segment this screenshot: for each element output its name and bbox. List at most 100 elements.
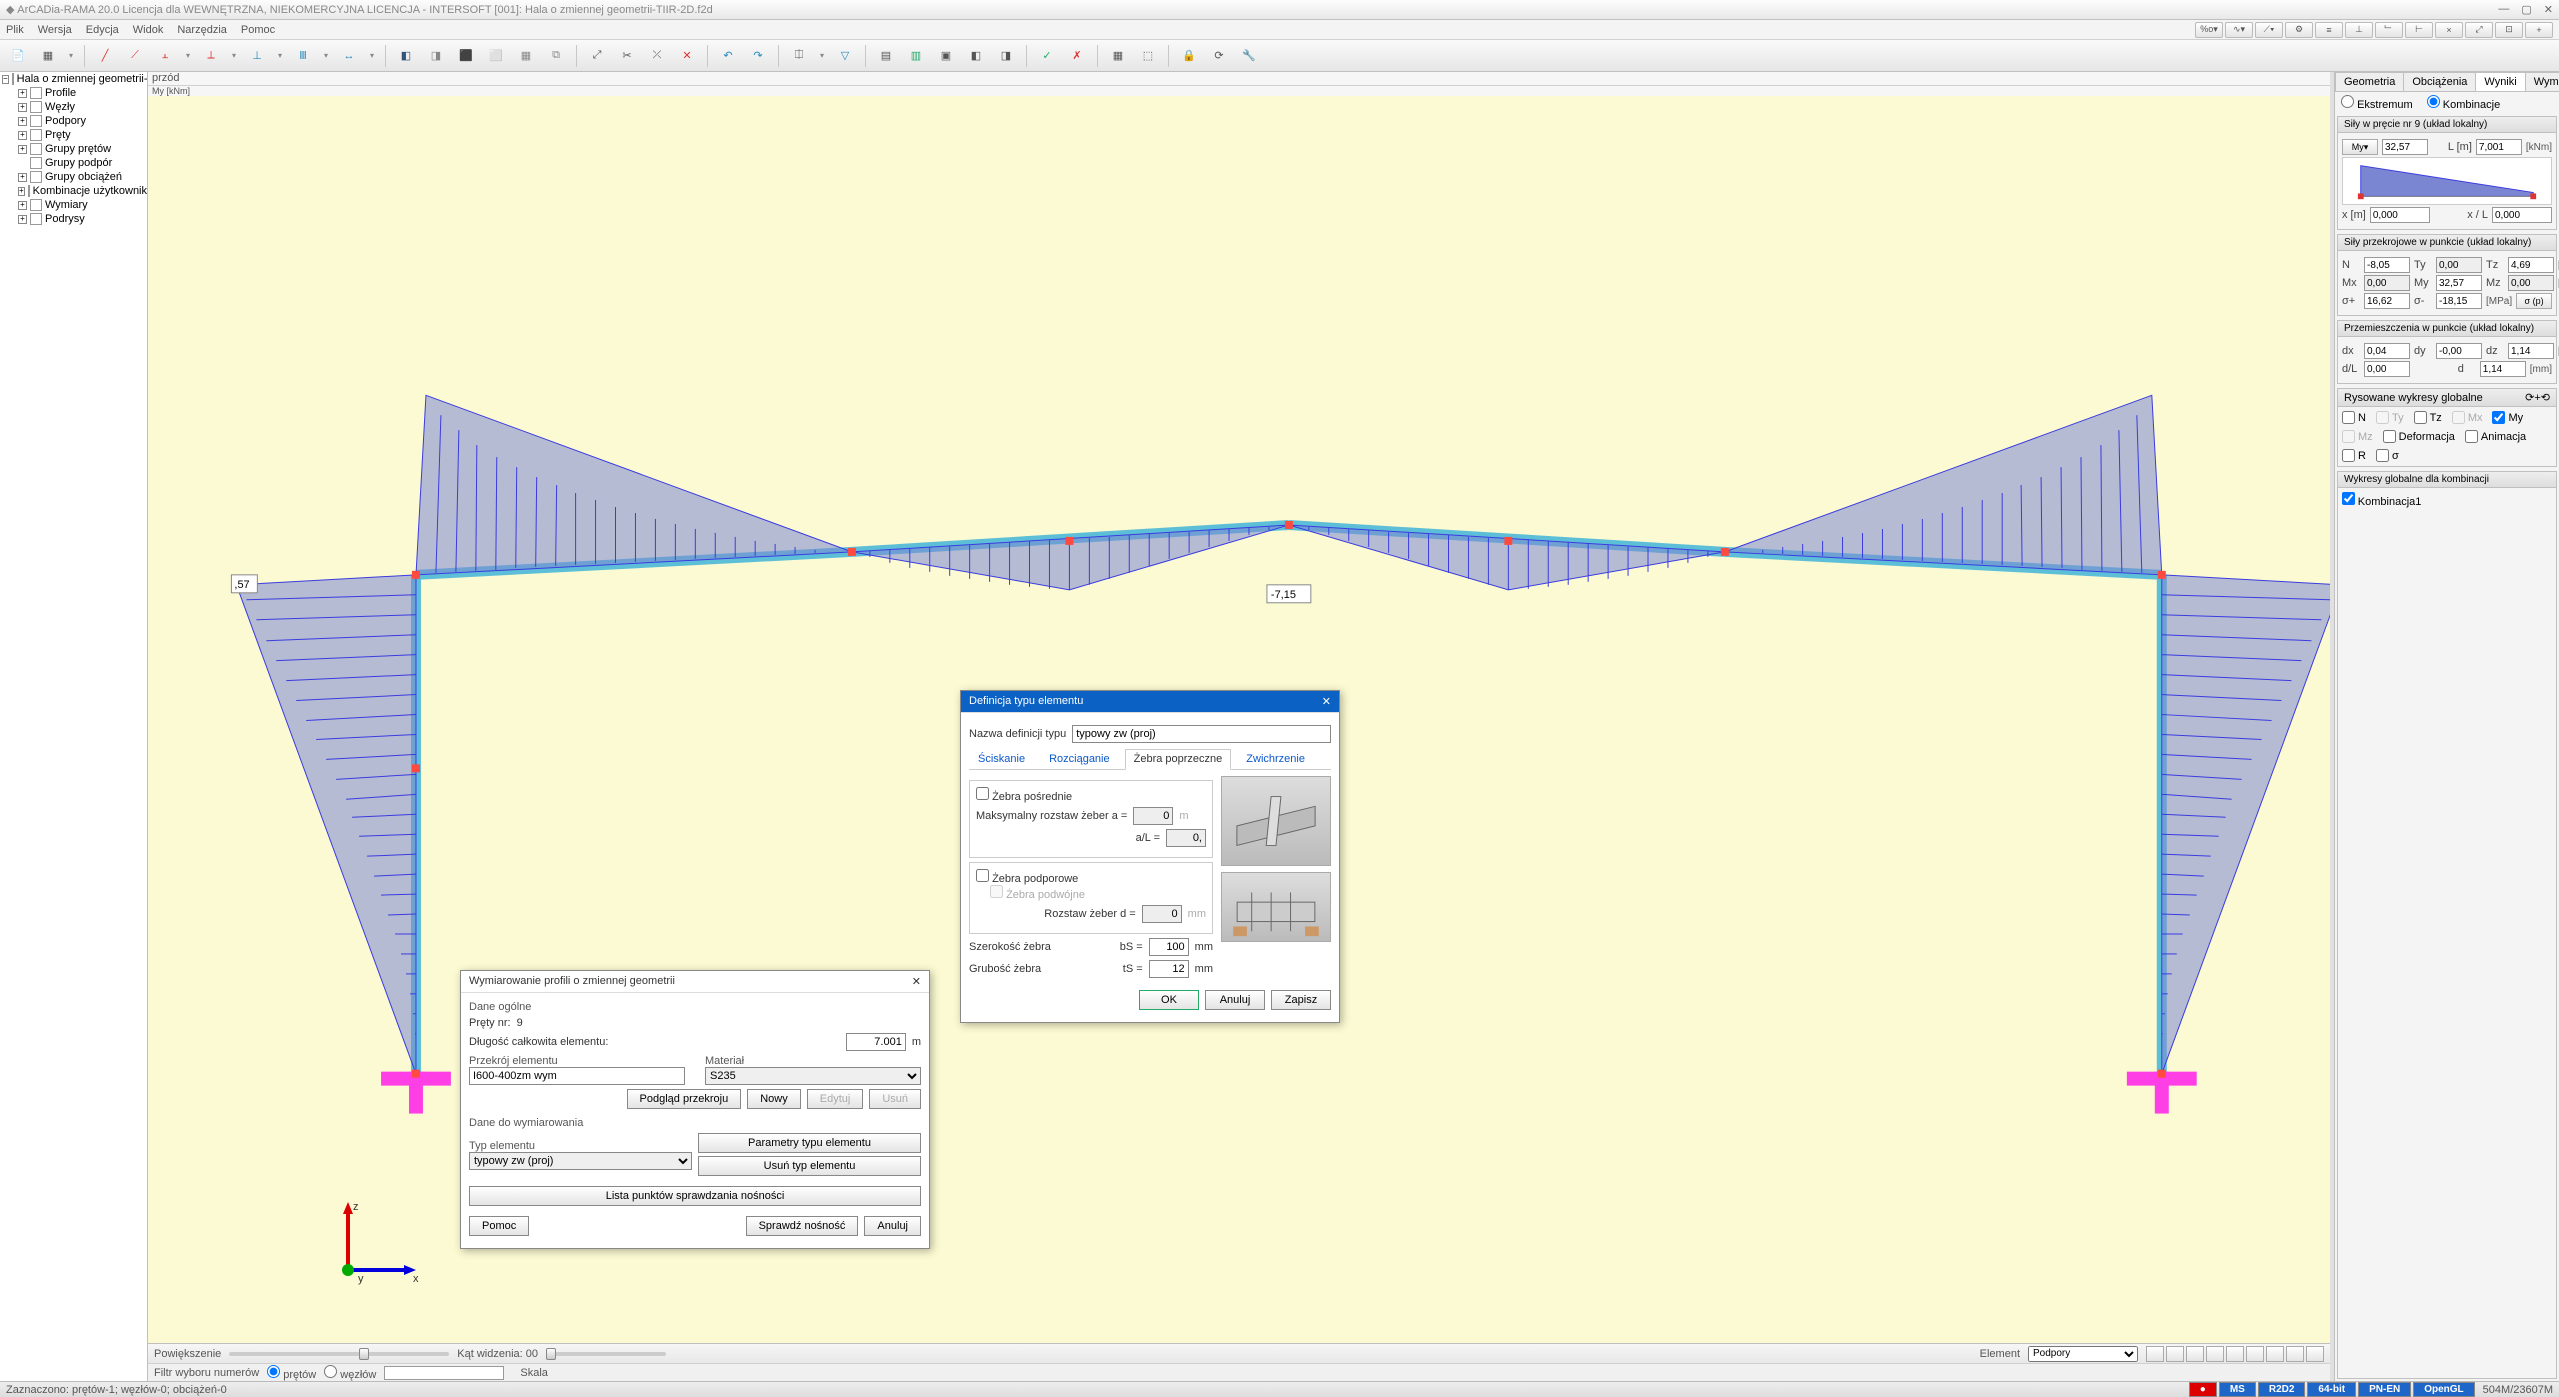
tbtn-delete[interactable]: ✕ [675,44,699,68]
tbtn-line3[interactable]: ⫠ [153,44,177,68]
tbtn-table4[interactable]: ◧ [964,44,988,68]
przekroj-input[interactable] [469,1067,685,1085]
tbtn-settings[interactable]: 🔧 [1237,44,1261,68]
rbtn-7[interactable]: ⊢ [2405,22,2433,38]
filter-input[interactable] [384,1366,504,1380]
sec4-btn1[interactable]: ⟳ [2525,391,2534,404]
tree-wymiary[interactable]: +Wymiary [0,198,147,212]
tbtn-filter[interactable]: ▽ [833,44,857,68]
tbtn-line1[interactable]: ╱ [93,44,117,68]
tbtn-3d1[interactable]: ◧ [394,44,418,68]
menu-wersja[interactable]: Wersja [38,24,72,36]
tbtn-3d5[interactable]: ▦ [514,44,538,68]
filter-opt-wezlow[interactable]: węzłów [324,1365,376,1381]
tree-profile[interactable]: +Profile [0,86,147,100]
ck-Mz[interactable]: Mz [2342,430,2373,443]
menu-widok[interactable]: Widok [133,24,164,36]
tbtn-table1[interactable]: ▤ [874,44,898,68]
ts-input[interactable] [1149,960,1189,978]
rbtn-9[interactable]: ⤢ [2465,22,2493,38]
tree-podrysy[interactable]: +Podrysy [0,212,147,226]
btn-anuluj2[interactable]: Anuluj [1205,990,1265,1010]
menu-plik[interactable]: Plik [6,24,24,36]
btn-param-typ[interactable]: Parametry typu elementu [698,1133,921,1153]
dialog-definicja-typu[interactable]: Definicja typu elementu ✕ Nazwa definicj… [960,690,1340,1023]
btn-usun[interactable]: Usuń [869,1089,921,1109]
ck-def[interactable]: Deformacja [2383,430,2455,443]
typ-select[interactable]: typowy zw (proj) [469,1152,692,1170]
dlg2-close[interactable]: ✕ [1322,695,1331,708]
btn-edytuj[interactable]: Edytuj [807,1089,864,1109]
rbtn-5[interactable]: ⊥ [2345,22,2373,38]
angle-slider[interactable] [546,1352,666,1356]
element-select[interactable]: Podpory [2028,1346,2138,1362]
rbtn-11[interactable]: + [2525,22,2553,38]
mbtn-9[interactable] [2306,1346,2324,1362]
xL-value[interactable] [2492,207,2552,223]
dlg2-title[interactable]: Definicja typu elementu ✕ [961,691,1339,713]
tab-wyniki[interactable]: Wyniki [2475,72,2525,91]
tbtn-redo[interactable]: ↷ [746,44,770,68]
my-dropdown[interactable]: My▾ [2342,139,2378,155]
rbtn-0[interactable]: %o▾ [2195,22,2223,38]
zoom-slider[interactable] [229,1352,449,1356]
dlg2-tab-sciskanie[interactable]: Ściskanie [969,749,1034,769]
rbtn-8[interactable]: × [2435,22,2463,38]
tbtn-line2[interactable]: ⟋ [123,44,147,68]
tbtn-intersect[interactable]: ⤫ [645,44,669,68]
ck-Ty[interactable]: Ty [2376,411,2404,424]
tbtn-check[interactable]: ✓ [1035,44,1059,68]
tbtn-3d6[interactable]: ⧉ [544,44,568,68]
chk-kombinacje[interactable]: Kombinacje [2427,95,2501,111]
tree-wezly[interactable]: +Węzły [0,100,147,114]
btn-anuluj1[interactable]: Anuluj [864,1216,921,1236]
dlg2-tab-zwichrzenie[interactable]: Zwichrzenie [1237,749,1314,769]
tbtn-3d2[interactable]: ◨ [424,44,448,68]
tbtn-dim[interactable]: ↔ [337,44,361,68]
rbtn-4[interactable]: ≡ [2315,22,2343,38]
dlg1-title[interactable]: Wymiarowanie profili o zmiennej geometri… [461,971,929,993]
btn-zapisz[interactable]: Zapisz [1271,990,1331,1010]
ck-sig[interactable]: σ [2376,449,2399,462]
mbtn-5[interactable] [2226,1346,2244,1362]
close-button[interactable]: ✕ [2544,3,2553,16]
ck-komb1[interactable]: Kombinacja1 [2342,497,2421,508]
tab-wymiarowanie[interactable]: Wymiarowanie [2525,72,2559,91]
btn-nowy[interactable]: Nowy [747,1089,801,1109]
dlg2-tab-rozciaganie[interactable]: Rozciąganie [1040,749,1119,769]
menu-pomoc[interactable]: Pomoc [241,24,275,36]
mbtn-2[interactable] [2166,1346,2184,1362]
ck-My[interactable]: My [2492,411,2523,424]
tbtn-3d3[interactable]: ⬛ [454,44,478,68]
ck-zebra-podp[interactable]: Żebra podporowe [976,873,1078,885]
mbtn-3[interactable] [2186,1346,2204,1362]
mbtn-8[interactable] [2286,1346,2304,1362]
ck-R[interactable]: R [2342,449,2366,462]
tbtn-columns[interactable]: Ⅲ [291,44,315,68]
ck-N[interactable]: N [2342,411,2366,424]
btn-usun-typ[interactable]: Usuń typ elementu [698,1156,921,1176]
tbtn-lock[interactable]: 🔒 [1177,44,1201,68]
btn-podglad[interactable]: Podgląd przekroju [627,1089,742,1109]
dlg1-close[interactable]: ✕ [912,975,921,988]
maximize-button[interactable]: ▢ [2521,3,2531,16]
btn-ok[interactable]: OK [1139,990,1199,1010]
tab-geometria[interactable]: Geometria [2335,72,2404,91]
ck-anim[interactable]: Animacja [2465,430,2526,443]
ck-zebra-posr[interactable]: Żebra pośrednie [976,791,1072,803]
material-select[interactable]: S235 [705,1067,921,1085]
tbtn-3d4[interactable]: ⬜ [484,44,508,68]
dlg2-tab-zebra[interactable]: Żebra poprzeczne [1125,749,1232,770]
tbtn-calc2[interactable]: ⬚ [1136,44,1160,68]
tbtn-refresh[interactable]: ⟳ [1207,44,1231,68]
sec4-btn3[interactable]: ⟲ [2541,391,2550,404]
btn-pomoc[interactable]: Pomoc [469,1216,529,1236]
tbtn-load[interactable]: ⊥ [245,44,269,68]
tbtn-props[interactable]: ⎅ [787,44,811,68]
tree-podpory[interactable]: +Podpory [0,114,147,128]
rbtn-10[interactable]: ⊡ [2495,22,2523,38]
tbtn-move[interactable]: ⤢ [585,44,609,68]
chk-ekstremum[interactable]: Ekstremum [2341,95,2413,111]
sigma-btn[interactable]: σ (p) [2516,293,2552,309]
rbtn-3[interactable]: ⚙ [2285,22,2313,38]
